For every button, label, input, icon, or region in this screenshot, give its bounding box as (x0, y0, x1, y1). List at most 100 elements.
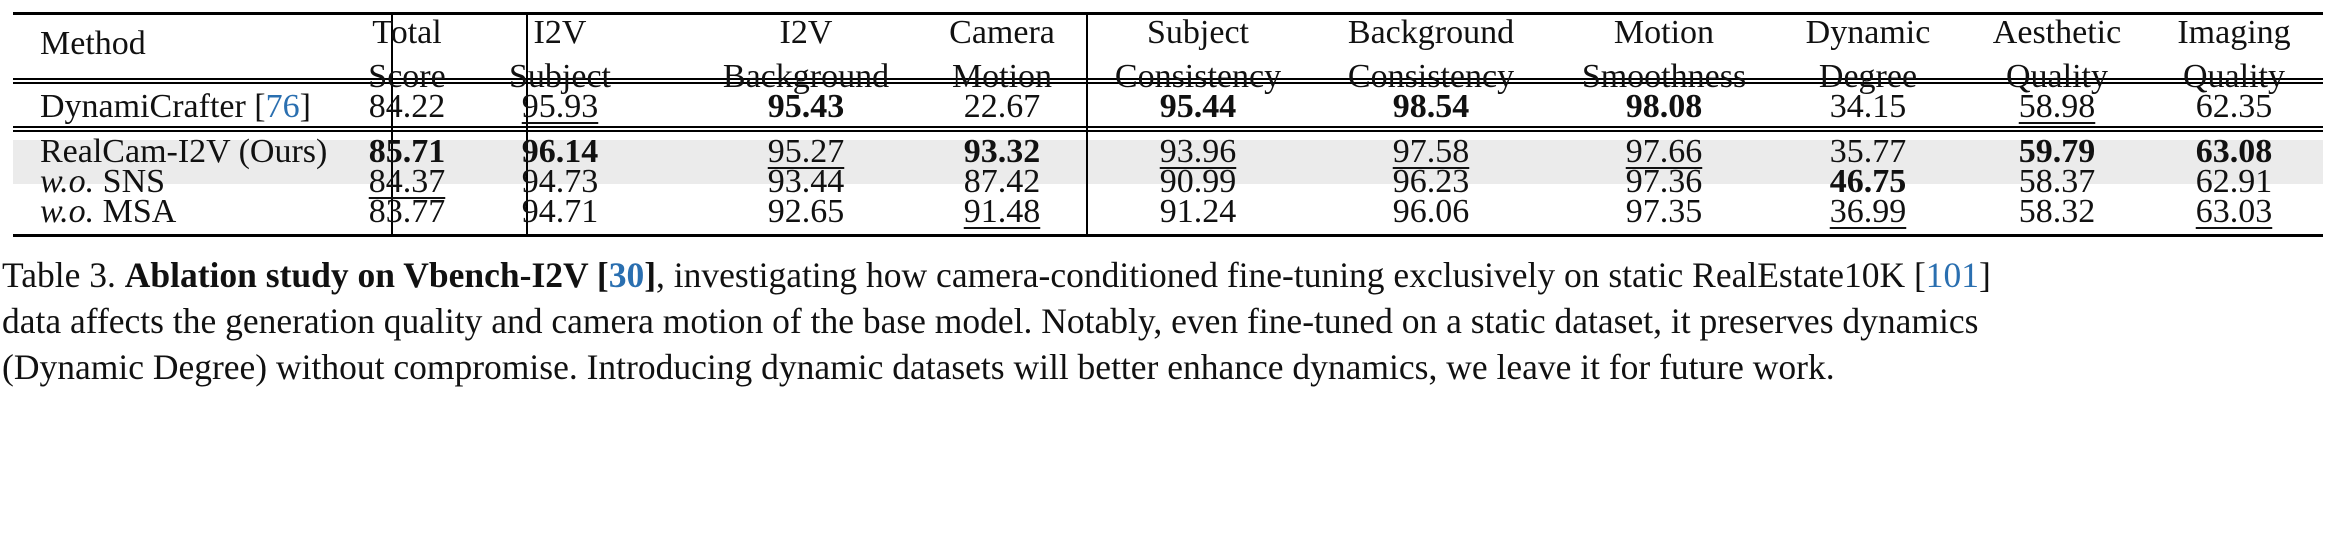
bottom-rule (13, 234, 2323, 237)
header-i2v_background-line-1: I2V (779, 14, 833, 51)
cell-value: 63.08 (2195, 133, 2273, 170)
header-aesthetic_quality-line-1: Aesthetic (1992, 14, 2122, 51)
cell-imaging_quality: 63.03 (2196, 192, 2273, 232)
cell-imaging_quality: 62.35 (2196, 87, 2273, 127)
cell-value: 90.99 (1159, 163, 1237, 200)
header-i2v_subject: I2V Subject (509, 11, 611, 99)
header-method-line-1: Method (40, 25, 146, 62)
cell-i2v_subject: 94.71 (522, 192, 599, 232)
header-camera_motion-line-1: Camera (949, 14, 1055, 51)
cell-value: 22.67 (963, 88, 1041, 125)
cell-background_consistency: 98.54 (1393, 87, 1470, 127)
cell-aesthetic_quality: 59.79 (2019, 132, 2096, 172)
header-rule (13, 82, 2323, 84)
cell-camera_motion: 93.32 (964, 132, 1041, 172)
cell-i2v_subject: 96.14 (522, 132, 599, 172)
method-citation[interactable]: 76 (265, 88, 300, 125)
caption-line-1: Table 3. Ablation study on Vbench-I2V [3… (2, 252, 2332, 298)
cell-subject_consistency: 90.99 (1160, 162, 1237, 202)
cell-value: 35.77 (1829, 133, 1907, 170)
highlight-row-background (13, 140, 2323, 184)
header-dynamic_degree-line-1: Dynamic (1805, 14, 1931, 51)
header-aesthetic_quality: Aesthetic Quality (1993, 11, 2121, 99)
cell-value: 91.24 (1159, 193, 1237, 230)
cell-background_consistency: 96.06 (1393, 192, 1470, 232)
header-aesthetic_quality-line-2: Quality (2006, 58, 2108, 95)
header-motion_smoothness-line-1: Motion (1613, 14, 1715, 51)
caption-line-2: data affects the generation quality and … (2, 301, 1979, 341)
baseline-rule-2 (13, 126, 2323, 128)
method-name: RealCam-I2V (Ours) (40, 133, 328, 170)
cell-total: 84.37 (369, 162, 446, 202)
header-dynamic_degree-line-2: Degree (1818, 58, 1918, 95)
header-background_consistency: Background Consistency (1348, 11, 1514, 99)
cell-value: 94.71 (521, 193, 599, 230)
header-total: Total Score (368, 11, 445, 99)
method-name: DynamiCrafter [ (40, 88, 266, 125)
caption-line-3: (Dynamic Degree) without compromise. Int… (2, 347, 1835, 387)
cell-value: 97.35 (1625, 193, 1703, 230)
cell-dynamic_degree: 34.15 (1830, 87, 1907, 127)
column-divider-total (526, 15, 528, 234)
cell-value: 62.35 (2195, 88, 2273, 125)
header-background_consistency-line-1: Background (1347, 14, 1515, 51)
cell-motion_smoothness: 97.36 (1626, 162, 1703, 202)
caption-citation-101[interactable]: 101 (1925, 255, 1980, 295)
cell-imaging_quality: 62.91 (2196, 162, 2273, 202)
cell-aesthetic_quality: 58.37 (2019, 162, 2096, 202)
method-name: MSA (94, 193, 177, 230)
cell-value: 98.08 (1625, 88, 1703, 125)
cell-camera_motion: 91.48 (964, 192, 1041, 232)
header-subject_consistency: Subject Consistency (1115, 11, 1281, 99)
cell-subject_consistency: 95.44 (1160, 87, 1237, 127)
cell-value: 97.36 (1625, 163, 1703, 200)
cell-value: 58.32 (2018, 193, 2096, 230)
caption-title-text: Ablation study on Vbench-I2V [ (124, 255, 609, 295)
header-i2v_subject-line-1: I2V (533, 14, 587, 51)
cell-value: 62.91 (2195, 163, 2273, 200)
cell-value: 36.99 (1829, 193, 1907, 230)
cell-value: 93.32 (963, 133, 1041, 170)
cell-i2v_subject: 95.93 (522, 87, 599, 127)
method-italic-prefix: w.o. (40, 193, 95, 230)
header-total-line-1: Total (372, 14, 442, 51)
cell-value: 93.44 (767, 163, 845, 200)
cell-subject_consistency: 91.24 (1160, 192, 1237, 232)
row-method: w.o. MSA (40, 192, 176, 232)
caption-title: Ablation study on Vbench-I2V [30] (125, 255, 656, 295)
cell-motion_smoothness: 97.66 (1626, 132, 1703, 172)
row-method: w.o. SNS (40, 162, 165, 202)
header-total-line-2: Score (368, 58, 446, 95)
cell-value: 63.03 (2195, 193, 2273, 230)
cell-value: 85.71 (368, 133, 446, 170)
cell-value: 97.58 (1392, 133, 1470, 170)
header-subject_consistency-line-2: Consistency (1114, 58, 1282, 95)
method-citation-close: ] (299, 88, 311, 125)
header-i2v_background: I2V Background (723, 11, 889, 99)
header-motion_smoothness-line-2: Smoothness (1581, 58, 1747, 95)
caption-title-citation[interactable]: 30 (608, 255, 645, 295)
cell-dynamic_degree: 36.99 (1830, 192, 1907, 232)
cell-value: 83.77 (368, 193, 446, 230)
cell-value: 91.48 (963, 193, 1041, 230)
cell-i2v_background: 95.27 (768, 132, 845, 172)
cell-value: 46.75 (1829, 163, 1907, 200)
cell-imaging_quality: 63.08 (2196, 132, 2273, 172)
cell-value: 95.27 (767, 133, 845, 170)
cell-value: 58.37 (2018, 163, 2096, 200)
cell-i2v_background: 93.44 (768, 162, 845, 202)
column-divider-camera (1086, 15, 1088, 234)
cell-background_consistency: 97.58 (1393, 132, 1470, 172)
baseline-rule (13, 130, 2323, 132)
header-camera_motion: Camera Motion (949, 11, 1055, 99)
caption-text-1-close: ] (1979, 255, 1991, 295)
caption-title-close: ] (644, 255, 657, 295)
cell-i2v_background: 95.43 (768, 87, 845, 127)
cell-value: 84.22 (368, 88, 446, 125)
column-divider-method (391, 15, 393, 234)
cell-camera_motion: 22.67 (964, 87, 1041, 127)
cell-value: 98.54 (1392, 88, 1470, 125)
cell-dynamic_degree: 46.75 (1830, 162, 1907, 202)
row-method: RealCam-I2V (Ours) (40, 132, 327, 172)
